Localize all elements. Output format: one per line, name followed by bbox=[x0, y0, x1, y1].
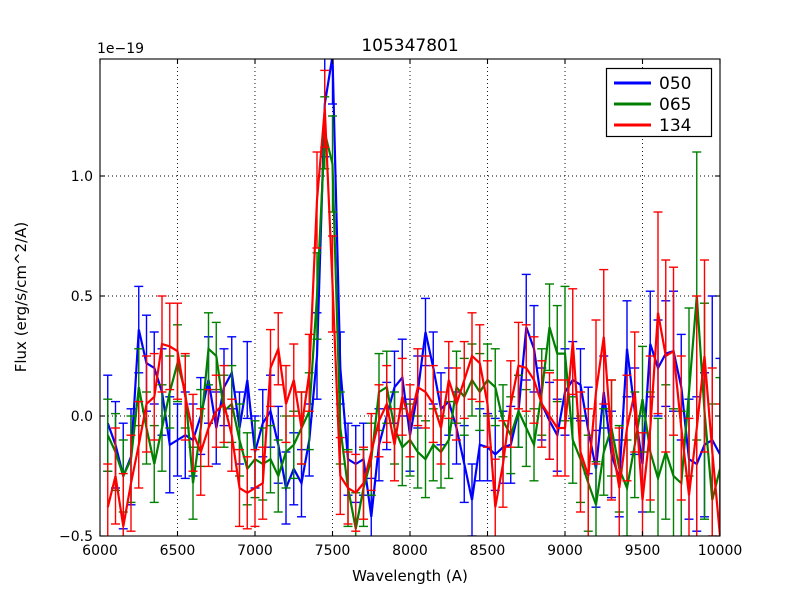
y-axis-offset-label: 1e−19 bbox=[97, 41, 144, 57]
series-134 bbox=[103, 69, 720, 536]
x-tick-label: 9500 bbox=[625, 543, 661, 559]
legend-label-050: 050 bbox=[659, 74, 691, 94]
series-065-errorbars bbox=[103, 96, 720, 536]
series-134-errorbars bbox=[103, 69, 720, 536]
plot-title: 105347801 bbox=[361, 36, 458, 56]
x-tick-label: 6000 bbox=[82, 543, 118, 559]
y-tick-label: 0.0 bbox=[71, 409, 93, 425]
y-tick-label: −0.5 bbox=[59, 529, 93, 545]
y-axis-label: Flux (erg/s/cm^2/A) bbox=[12, 222, 30, 373]
series-065-line bbox=[106, 132, 720, 530]
y-tick-label: 0.5 bbox=[71, 289, 93, 305]
grid bbox=[100, 59, 720, 536]
plot-render-layer: 6000 6500 7000 7500 8000 8500 9000 9500 10000 −0.… bbox=[59, 58, 742, 559]
x-tick-label: 10000 bbox=[698, 543, 743, 559]
x-tick-label: 7000 bbox=[237, 543, 273, 559]
tick-labels: 6000 6500 7000 7500 8000 8500 9000 9500 10000 −0.… bbox=[59, 169, 742, 559]
series-065 bbox=[103, 96, 720, 536]
x-tick-label: 8000 bbox=[392, 543, 428, 559]
x-tick-label: 7500 bbox=[315, 543, 351, 559]
x-tick-label: 9000 bbox=[547, 543, 583, 559]
ticks bbox=[99, 59, 721, 537]
series-134-line bbox=[106, 108, 720, 536]
x-axis-label: Wavelength (A) bbox=[352, 567, 468, 585]
y-tick-label: 1.0 bbox=[71, 169, 93, 185]
legend-label-134: 134 bbox=[659, 116, 691, 136]
x-tick-label: 8500 bbox=[470, 543, 506, 559]
legend: 050 065 134 bbox=[605, 67, 713, 138]
legend-label-065: 065 bbox=[659, 95, 691, 115]
x-tick-label: 6500 bbox=[160, 543, 196, 559]
